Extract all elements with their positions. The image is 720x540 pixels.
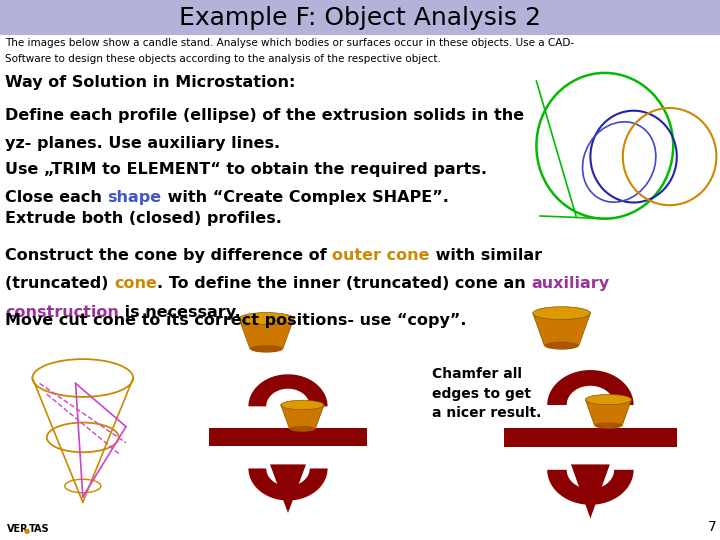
Polygon shape bbox=[248, 468, 328, 501]
Polygon shape bbox=[533, 313, 590, 346]
FancyBboxPatch shape bbox=[0, 0, 720, 35]
Text: VER: VER bbox=[7, 523, 29, 534]
Text: Move cut cone to its correct positions- use “copy”.: Move cut cone to its correct positions- … bbox=[5, 313, 467, 328]
Text: Chamfer all
edges to get
a nicer result.: Chamfer all edges to get a nicer result. bbox=[432, 367, 541, 420]
Polygon shape bbox=[209, 429, 367, 446]
Polygon shape bbox=[270, 464, 306, 513]
Polygon shape bbox=[571, 464, 610, 518]
Text: construction: construction bbox=[5, 305, 119, 320]
Text: TAS: TAS bbox=[29, 523, 50, 534]
Text: (truncated): (truncated) bbox=[5, 276, 114, 292]
Text: Software to design these objects according to the analysis of the respective obj: Software to design these objects accordi… bbox=[5, 54, 441, 64]
Polygon shape bbox=[239, 319, 294, 349]
Text: Way of Solution in Microstation:: Way of Solution in Microstation: bbox=[5, 75, 295, 90]
Text: cone: cone bbox=[114, 276, 157, 292]
Text: 7: 7 bbox=[708, 519, 716, 534]
Ellipse shape bbox=[533, 307, 590, 320]
Text: Use „TRIM to ELEMENT“ to obtain the required parts.: Use „TRIM to ELEMENT“ to obtain the requ… bbox=[5, 162, 487, 177]
Text: Extrude both (closed) profiles.: Extrude both (closed) profiles. bbox=[5, 211, 282, 226]
Text: is necessary.: is necessary. bbox=[119, 305, 240, 320]
Polygon shape bbox=[281, 405, 324, 429]
Ellipse shape bbox=[595, 422, 622, 429]
Polygon shape bbox=[547, 470, 634, 505]
Ellipse shape bbox=[281, 400, 324, 410]
Ellipse shape bbox=[250, 345, 283, 353]
Text: with similar: with similar bbox=[430, 248, 542, 264]
Polygon shape bbox=[585, 400, 631, 426]
Ellipse shape bbox=[289, 426, 315, 432]
Text: Construct the cone by difference of: Construct the cone by difference of bbox=[5, 248, 333, 264]
Ellipse shape bbox=[239, 313, 294, 325]
Text: Close each: Close each bbox=[5, 190, 107, 205]
Text: . To define the inner (truncated) cone an: . To define the inner (truncated) cone a… bbox=[157, 276, 531, 292]
Text: The images below show a candle stand. Analyse which bodies or surfaces occur in : The images below show a candle stand. An… bbox=[5, 38, 574, 48]
Polygon shape bbox=[547, 370, 634, 405]
Ellipse shape bbox=[544, 341, 579, 350]
Polygon shape bbox=[504, 428, 677, 447]
Text: ●: ● bbox=[24, 528, 30, 534]
Text: yz- planes. Use auxiliary lines.: yz- planes. Use auxiliary lines. bbox=[5, 136, 280, 151]
Polygon shape bbox=[248, 374, 328, 406]
Text: with “Create Complex SHAPE”.: with “Create Complex SHAPE”. bbox=[162, 190, 449, 205]
Text: shape: shape bbox=[107, 190, 162, 205]
Text: Define each profile (ellipse) of the extrusion solids in the: Define each profile (ellipse) of the ext… bbox=[5, 108, 524, 123]
Text: Example F: Object Analysis 2: Example F: Object Analysis 2 bbox=[179, 5, 541, 30]
Text: outer cone: outer cone bbox=[333, 248, 430, 264]
Ellipse shape bbox=[585, 394, 631, 405]
Text: auxiliary: auxiliary bbox=[531, 276, 610, 292]
